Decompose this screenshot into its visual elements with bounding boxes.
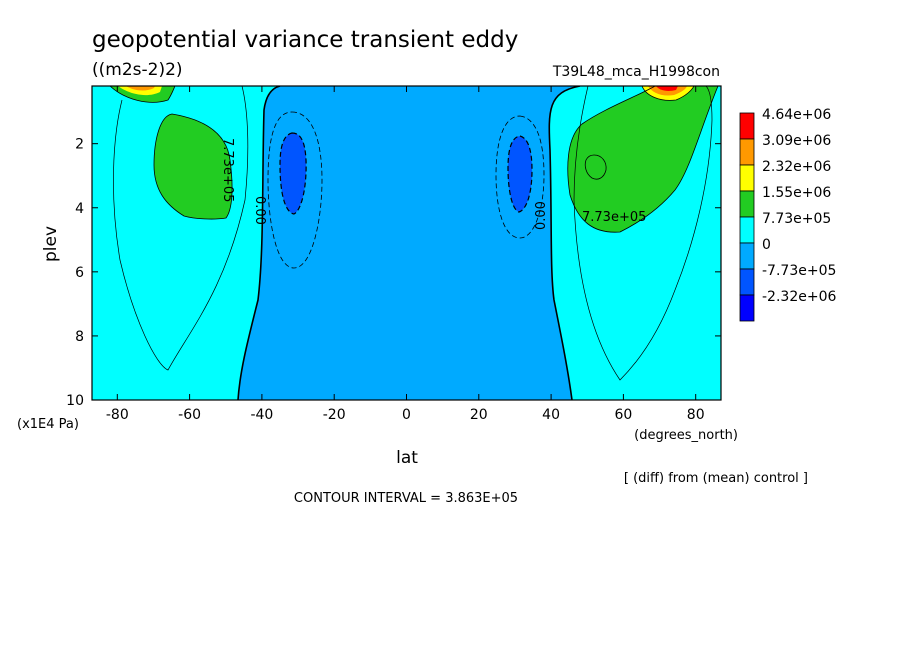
contour-zero-right [548, 86, 581, 400]
fill-green-right [567, 86, 718, 233]
x-tick-label: -60 [178, 407, 201, 423]
legend-swatch [739, 242, 755, 270]
y-axis: 2 4 6 8 10 [66, 137, 721, 409]
x-tick-label: 40 [542, 407, 560, 423]
contour-pos-right-thin [573, 86, 713, 381]
contour-label: 0.00 [252, 196, 267, 225]
contour-top-right [641, 86, 695, 101]
y-axis-title: plev [41, 226, 61, 262]
y-tick-label: 6 [75, 265, 84, 281]
legend-swatch [739, 112, 755, 140]
x-axis-title: lat [396, 448, 418, 468]
y-tick-label: 2 [75, 137, 84, 153]
diff-note: [ (diff) from (mean) control ] [624, 471, 808, 486]
contour-zero-left [237, 86, 281, 400]
fill-green-left [154, 114, 233, 220]
y-tick-label: 8 [75, 329, 84, 345]
contour-closed-small-right [584, 154, 607, 180]
contour-label: 7.73e+05 [220, 138, 235, 202]
legend-swatch [739, 294, 755, 322]
x-axis-units: (degrees_north) [634, 428, 738, 443]
legend-label: -7.73e+05 [762, 263, 836, 279]
x-tick-label: -40 [250, 407, 273, 423]
fill-deep-negative-left [280, 133, 307, 214]
contour-green-left [153, 113, 233, 220]
contour-label: 7.73e+05 [582, 210, 646, 225]
fill-top-left-orange [126, 86, 155, 91]
x-tick-label: 60 [614, 407, 632, 423]
legend-label: 4.64e+06 [762, 107, 831, 123]
y-tick-label: 4 [75, 201, 84, 217]
contour-interval: CONTOUR INTERVAL = 3.863E+05 [294, 491, 518, 506]
contour-neg-left-inner [279, 132, 307, 215]
contour-neg-right-outer [495, 115, 545, 239]
x-tick-label: 80 [687, 407, 705, 423]
y-tick-label: 10 [66, 393, 84, 409]
plot-area: 7.73e+05 0.00 0.00 7.73e+05 [91, 85, 722, 401]
legend-label: 2.32e+06 [762, 159, 831, 175]
contour-neg-left-outer [267, 111, 323, 269]
contour-neg-right-inner [507, 135, 533, 213]
x-tick-label: 0 [402, 407, 411, 423]
y-axis-units: (x1E4 Pa) [17, 417, 79, 432]
contour-label: 0.00 [534, 201, 549, 230]
legend-label: 1.55e+06 [762, 185, 831, 201]
fill-negative-core [238, 86, 580, 400]
x-axis: -80 -60 -40 -20 0 20 40 60 80 [106, 86, 705, 423]
legend-swatch [739, 164, 755, 192]
legend-swatch [739, 216, 755, 244]
contour-pos-left-thin [113, 86, 249, 371]
chart-units: ((m2s-2)2) [92, 60, 183, 80]
contour-top-left [109, 86, 176, 103]
fill-deep-negative-right [508, 136, 532, 212]
x-tick-label: -80 [106, 407, 129, 423]
legend-swatch [739, 190, 755, 218]
legend-label: 7.73e+05 [762, 211, 831, 227]
legend-label: 0 [762, 237, 771, 253]
legend-label: 3.09e+06 [762, 133, 831, 149]
x-tick-label: -20 [323, 407, 346, 423]
legend-label: -2.32e+06 [762, 289, 836, 305]
chart-title: geopotential variance transient eddy [92, 27, 518, 53]
run-label: T39L48_mca_H1998con [552, 64, 720, 80]
contour-green-right [567, 86, 719, 233]
legend-swatch [739, 268, 755, 296]
color-legend: 4.64e+06 3.09e+06 2.32e+06 1.55e+06 7.73e+05… [739, 107, 836, 322]
x-tick-label: 20 [470, 407, 488, 423]
legend-swatch [739, 138, 755, 166]
fill-top-right-red [656, 86, 678, 91]
